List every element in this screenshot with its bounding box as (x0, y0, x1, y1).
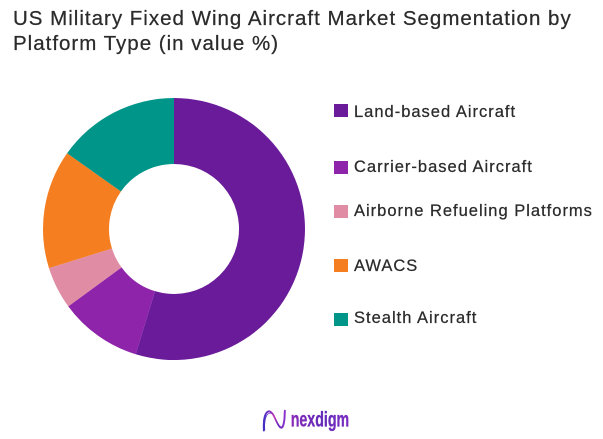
svg-text:nexdigm: nexdigm (291, 409, 350, 432)
